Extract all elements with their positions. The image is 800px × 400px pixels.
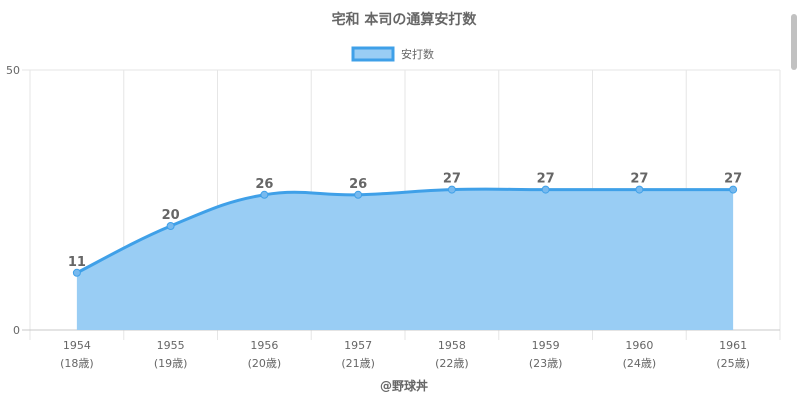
data-label: 11 (68, 255, 86, 270)
data-label: 26 (349, 177, 367, 192)
x-tick-label: 1954 (63, 339, 91, 352)
credit-text: @野球丼 (380, 378, 428, 393)
x-tick-sublabel: (23歳) (529, 357, 563, 370)
x-tick-sublabel: (20歳) (248, 357, 282, 370)
data-point (635, 185, 644, 194)
x-tick-label: 1960 (625, 339, 653, 352)
data-label: 20 (162, 208, 180, 223)
legend-swatch (351, 46, 395, 62)
data-label: 27 (630, 172, 648, 187)
x-tick-sublabel: (25歳) (716, 357, 750, 370)
x-axis: 1954 (18歳) 1955 (19歳) 1956 (20歳) 1957 (21歳) 1958… (60, 339, 750, 370)
legend[interactable]: 安打数 (351, 46, 434, 62)
x-tick-label: 1957 (344, 339, 372, 352)
x-tick-sublabel: (19歳) (154, 357, 188, 370)
x-tick-sublabel: (24歳) (623, 357, 657, 370)
legend-label: 安打数 (401, 47, 434, 61)
data-point (354, 190, 363, 199)
data-point (166, 222, 175, 230)
x-tick-label: 1959 (532, 339, 560, 352)
series-area (76, 189, 734, 330)
data-point (729, 185, 738, 194)
data-label: 26 (255, 177, 273, 192)
x-tick-sublabel: (21歳) (341, 357, 375, 370)
data-point (72, 268, 81, 277)
y-axis: 0 50 (6, 64, 20, 337)
y-tick-label: 0 (13, 324, 20, 337)
data-point (541, 185, 550, 194)
x-tick-sublabel: (22歳) (435, 357, 469, 370)
scrollbar-thumb[interactable] (791, 14, 797, 70)
data-label: 27 (537, 172, 555, 187)
data-point (447, 185, 456, 194)
x-tick-label: 1955 (157, 339, 185, 352)
data-label: 27 (443, 172, 461, 187)
x-tick-sublabel: (18歳) (60, 357, 94, 370)
chart-title: 宅和 本司の通算安打数 (332, 11, 478, 28)
x-tick-label: 1961 (719, 339, 747, 352)
data-labels: 11 20 26 26 27 27 27 27 (68, 172, 742, 270)
data-label: 27 (724, 172, 742, 187)
x-tick-label: 1958 (438, 339, 466, 352)
data-point (260, 190, 269, 199)
x-tick-label: 1956 (250, 339, 278, 352)
data-points (72, 185, 738, 277)
y-tick-label: 50 (6, 64, 20, 77)
